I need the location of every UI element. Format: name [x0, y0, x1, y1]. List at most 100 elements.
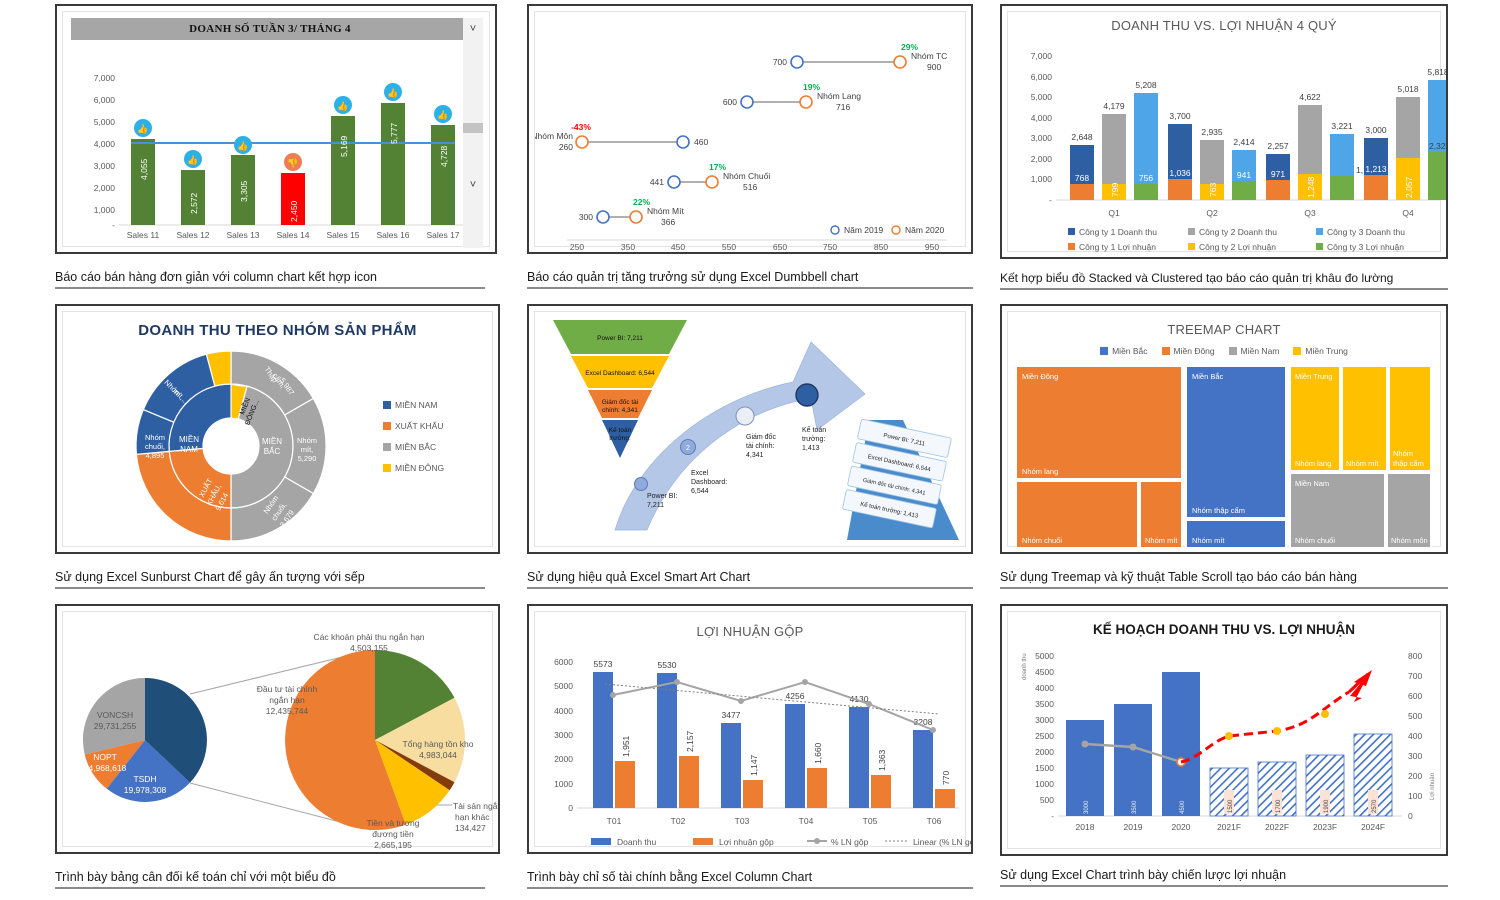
svg-text:1,036: 1,036	[1169, 168, 1191, 178]
label-ln-t05: 1,363	[877, 749, 887, 771]
dot-2020-lang	[799, 95, 813, 109]
svg-text:500: 500	[1408, 711, 1422, 721]
detail-label-dau-tu-a: Đầu tư tài chính	[257, 684, 318, 694]
chart-header-band: DOANH SỐ TUẦN 3/ THÁNG 4	[71, 18, 469, 40]
svg-text:768: 768	[1075, 173, 1089, 183]
thumbs-down-icon	[284, 153, 302, 171]
svg-text:1000: 1000	[1035, 779, 1054, 789]
svg-text:5,018: 5,018	[1397, 84, 1419, 94]
arrow-label-4a: Kế toán	[802, 425, 826, 434]
svg-text:4500: 4500	[1035, 667, 1054, 677]
tile-group-mien-dong: Miền Đông	[1022, 372, 1058, 381]
svg-text:2,327: 2,327	[1429, 141, 1448, 151]
chart-panel-9: KẾ HOẠCH DOANH THU VS. LỢI NHUẬN doanh t…	[1000, 604, 1448, 856]
svg-text:5,818: 5,818	[1427, 67, 1448, 77]
chevron-down-icon[interactable]: ˅	[469, 179, 477, 191]
svg-text:4,000: 4,000	[94, 139, 116, 149]
chart-title-9: KẾ HOẠCH DOANH THU VS. LỢI NHUẬN	[1092, 622, 1356, 637]
xtick-2019: 2019	[1124, 822, 1143, 832]
chart-title-8: LỢI NHUẬN GỘP	[696, 624, 804, 639]
funnel-level-2	[571, 356, 669, 388]
bar-ln-t03	[743, 780, 763, 808]
chevron-up-icon[interactable]: ˅	[469, 23, 477, 35]
detail-pie	[285, 650, 466, 830]
bar-doanh-thu-t02	[657, 673, 677, 808]
slice-nopt	[84, 740, 145, 789]
detail-label-tien-b: đương tiền	[372, 829, 414, 839]
legend-marker-2020	[891, 225, 901, 235]
legend-4: MIỀN NAM XUẤT KHẨU MIỀN BẮC MIỀN ĐÔNG	[383, 400, 444, 473]
legend-linear: Linear (% LN gộp)	[913, 837, 971, 847]
legend-3: Công ty 1 Doanh thu Công ty 2 Doanh thu …	[1068, 227, 1405, 252]
card-dumbbell: 700 29% Nhóm TC 900 600 19% Nhóm Lang 71…	[527, 4, 977, 294]
svg-text:chuối,: chuối,	[145, 442, 165, 451]
bar-sales-15	[331, 116, 355, 225]
svg-text:Giám đốc tài: Giám đốc tài	[602, 397, 639, 406]
legend-item-mien-dong: Miền Đông	[1161, 346, 1215, 356]
bar-sales-11	[131, 139, 155, 225]
caption-9: Sử dụng Excel Chart trình bày chiến lược…	[1000, 868, 1448, 887]
chart-title-6: TREEMAP CHART	[1167, 322, 1281, 337]
chart-panel-7: VONCSH 29,731,255 NOPT 14,968,618 TSDH 1…	[55, 604, 500, 854]
funnel-label-3: chính: 4,341	[602, 407, 638, 414]
slice-ton-kho	[375, 697, 466, 783]
chart-panel-8: LỢI NHUẬN GỘP 6000 5000 4000 3000 2000 1…	[527, 604, 973, 854]
svg-text:550: 550	[722, 242, 736, 250]
xtick-2020: 2020	[1172, 822, 1191, 832]
ylabel-doanh-thu: doanh thu	[1022, 653, 1028, 680]
chart-area-3: DOANH THU VS. LỢI NHUẬN 4 QUÝ 7,000 6,00…	[1007, 11, 1446, 252]
svg-text:NAM: NAM	[180, 445, 198, 454]
svg-text:941: 941	[1237, 170, 1251, 180]
svg-text:3000: 3000	[554, 730, 573, 740]
label-ln-t04: 1,660	[813, 742, 823, 764]
bar-group-8	[593, 672, 955, 808]
svg-text:971: 971	[1271, 169, 1285, 179]
svg-text:5000: 5000	[1035, 651, 1054, 661]
group-mon: Nhóm Môn	[535, 131, 573, 141]
group-mit: Nhóm Mít	[647, 206, 684, 216]
icon-group: 👍 👍 👍 👎 👍 👍 👍	[134, 83, 452, 171]
label-dt-t01: 5573	[594, 659, 613, 669]
svg-text:4,895: 4,895	[146, 451, 165, 460]
svg-text:👍: 👍	[137, 123, 148, 134]
caption-5: Sử dụng hiệu quả Excel Smart Art Chart	[527, 570, 973, 589]
legend-swatch	[383, 401, 391, 409]
caption-8: Trình bày chỉ số tài chính bằng Excel Co…	[527, 870, 973, 889]
svg-text:800: 800	[1408, 651, 1422, 661]
xtick-2021f: 2021F	[1217, 822, 1241, 832]
svg-text:750: 750	[823, 242, 837, 250]
chart-area-6: TREEMAP CHART Miền Bắc Miền Đông Miền Na…	[1007, 311, 1441, 548]
legend-item-xuat-khau: XUẤT KHẨU	[383, 421, 444, 431]
svg-text:100: 100	[1408, 791, 1422, 801]
pie-label-voncsh: VONCSH	[97, 710, 133, 720]
label-dt-t04: 4256	[786, 691, 805, 701]
chart-area-1: DOANH SỐ TUẦN 3/ THÁNG 4 7,000 6,000 5,0…	[62, 11, 490, 248]
chart-area-4: DOANH THU THEO NHÓM SẢN PHẨM	[62, 311, 493, 547]
svg-text:2,000: 2,000	[1031, 154, 1053, 164]
scrollbar-thumb[interactable]	[463, 123, 483, 133]
vertical-scrollbar[interactable]: ˅ ˅	[463, 18, 483, 248]
pyramid-card-2	[852, 442, 947, 482]
label-2019-mit: 300	[579, 212, 593, 222]
tile-label-nhom-thapcam-trung: Nhóm	[1393, 449, 1413, 458]
legend-ln-gop: Lợi nhuận gộp	[719, 837, 774, 847]
svg-text:850: 850	[874, 242, 888, 250]
pyramid-card-1	[857, 418, 952, 458]
xtick-7: Sales 17	[426, 230, 459, 240]
bar-2019	[1114, 704, 1152, 816]
card-sunburst: DOANH THU THEO NHÓM SẢN PHẨM	[55, 304, 505, 594]
svg-text:2,935: 2,935	[1201, 127, 1223, 137]
barlabel-2024f: 2570	[1372, 799, 1378, 813]
card-treemap: TREEMAP CHART Miền Bắc Miền Đông Miền Na…	[1000, 304, 1450, 594]
svg-text:450: 450	[671, 242, 685, 250]
legend-swatch	[1293, 347, 1302, 355]
arrow-label-2c: 6,544	[691, 488, 709, 495]
arrow-label-1a: Power BI:	[647, 493, 677, 500]
chart-title-3: DOANH THU VS. LỢI NHUẬN 4 QUÝ	[1111, 18, 1337, 33]
dumbbell-svg: 700 29% Nhóm TC 900 600 19% Nhóm Lang 71…	[535, 42, 947, 250]
label-dt-t05: 4130	[850, 694, 869, 704]
xtick-6: Sales 16	[376, 230, 409, 240]
chart-panel-5: Power BI: 7,211 Excel Dashboard: 6,544 G…	[527, 304, 973, 554]
barlabel-2022f: 1700	[1276, 799, 1282, 813]
sunburst-inner-mien-dong	[230, 383, 248, 420]
